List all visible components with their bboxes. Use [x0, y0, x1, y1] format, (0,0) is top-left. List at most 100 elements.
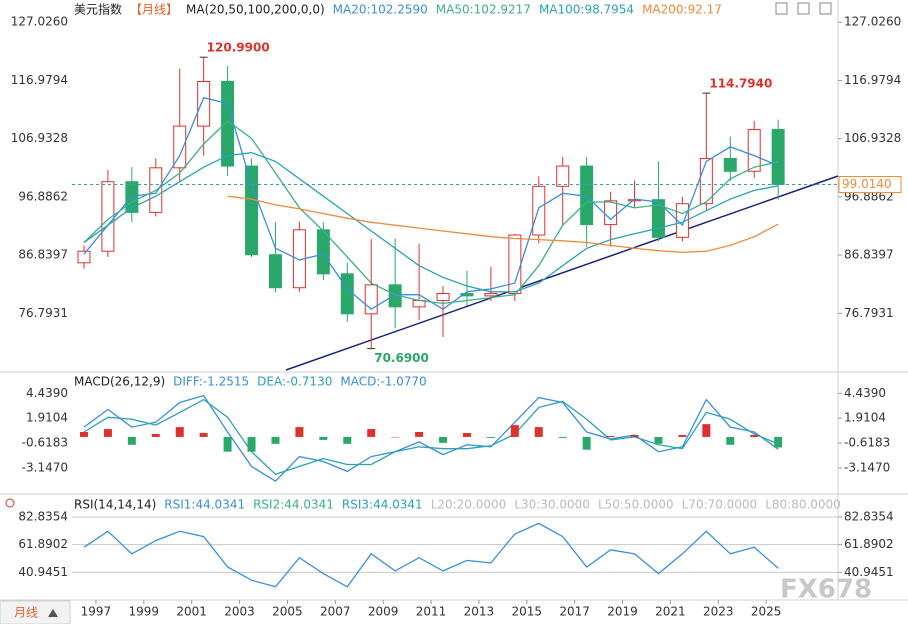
current-price-label: 99.0140 — [842, 177, 892, 191]
legend-item: L70:70.0000 — [682, 498, 758, 512]
watermark: FX678 — [780, 575, 872, 605]
candle-body — [173, 125, 187, 169]
annotation-label: 120.9900 — [207, 41, 270, 55]
histogram-bar — [750, 434, 759, 437]
histogram-bar — [391, 436, 400, 438]
candle-body — [316, 229, 330, 275]
candle-body — [556, 165, 570, 187]
histogram-bar — [486, 436, 495, 438]
candle-body — [340, 273, 354, 315]
y-tick-label: -0.6183 — [22, 436, 68, 450]
legend-item: DEA:-0.7130 — [257, 375, 332, 389]
toolbar-button[interactable] — [819, 2, 832, 15]
histogram-bar — [367, 429, 376, 437]
histogram-bar — [151, 433, 160, 437]
x-tick-label: 2007 — [320, 605, 351, 619]
period-button[interactable] — [0, 600, 71, 624]
y-tick-label: 40.9451 — [18, 565, 68, 579]
histogram-bar — [271, 436, 280, 444]
histogram-bar — [606, 435, 615, 437]
candle-body — [101, 181, 115, 252]
histogram-bar — [510, 425, 519, 437]
legend-item: MA20:102.2590 — [333, 3, 428, 17]
candle-body — [268, 254, 282, 289]
histogram-bar — [343, 436, 352, 444]
y-tick-label: 127.0260 — [844, 15, 901, 29]
y-tick-label: -0.6183 — [844, 436, 890, 450]
x-tick-label: 2011 — [416, 605, 447, 619]
current-price-box — [838, 176, 902, 194]
histogram-bar — [654, 436, 663, 444]
y-tick-label: 61.8902 — [844, 537, 894, 551]
histogram-bar — [558, 436, 567, 438]
x-tick-label: 2013 — [464, 605, 495, 619]
histogram-bar — [702, 424, 711, 437]
candle-body — [245, 165, 259, 256]
histogram-bar — [534, 427, 543, 437]
candle-body — [604, 200, 618, 226]
legend-item: 【月线】 — [130, 3, 178, 17]
y-tick-label: 76.7931 — [844, 306, 894, 320]
series-line — [83, 522, 779, 588]
series-line — [83, 398, 779, 476]
y-tick-label: 106.9328 — [11, 131, 68, 145]
y-tick-label: 116.9794 — [844, 73, 901, 87]
histogram-bar — [247, 436, 256, 452]
annotation-label: 70.6900 — [374, 351, 429, 365]
candle-body — [436, 293, 450, 301]
y-tick-label: 96.8862 — [18, 189, 68, 203]
legend-item: RSI2:44.0341 — [253, 498, 334, 512]
period-label: 月线 — [14, 606, 38, 620]
y-tick-label: 127.0260 — [11, 15, 68, 29]
series-line — [83, 152, 779, 293]
candle-body — [747, 129, 761, 172]
legend-item: MACD:-1.0770 — [340, 375, 426, 389]
histogram-bar — [319, 436, 328, 440]
y-tick-label: 1.9104 — [26, 411, 68, 425]
legend-item: 美元指数 — [74, 2, 122, 17]
y-tick-label: 82.8354 — [18, 510, 68, 524]
histogram-bar — [175, 427, 184, 437]
y-tick-label: 82.8354 — [844, 510, 894, 524]
x-tick-label: 2003 — [224, 605, 255, 619]
legend-item: MA50:102.9217 — [436, 3, 531, 17]
x-tick-label: 1999 — [129, 605, 160, 619]
histogram-bar — [630, 434, 639, 437]
candle-body — [723, 158, 737, 172]
toolbar-button[interactable] — [797, 2, 810, 15]
y-tick-label: 116.9794 — [11, 73, 68, 87]
x-tick-label: 2009 — [368, 605, 399, 619]
trend-line — [285, 175, 839, 371]
legend-item: L20:20.0000 — [431, 498, 507, 512]
legend-item: RSI(14,14,14) — [74, 498, 156, 512]
y-tick-label: 106.9328 — [844, 131, 901, 145]
histogram-bar — [127, 436, 136, 445]
candle-body — [197, 80, 211, 127]
y-tick-label: 86.8397 — [844, 248, 894, 262]
histogram-bar — [295, 427, 304, 437]
y-tick-label: 86.8397 — [18, 248, 68, 262]
x-tick-label: 2015 — [512, 605, 543, 619]
toolbar-button[interactable] — [775, 2, 788, 15]
candle-body — [699, 158, 713, 205]
histogram-bar — [103, 429, 112, 437]
legend-item: RSI3:44.0341 — [342, 498, 423, 512]
x-tick-label: 2019 — [607, 605, 638, 619]
y-tick-label: 4.4390 — [26, 386, 68, 400]
y-tick-label: 76.7931 — [18, 306, 68, 320]
settings-icon[interactable] — [5, 498, 15, 508]
histogram-bar — [582, 436, 591, 450]
legend-item: MA100:98.7954 — [539, 3, 634, 17]
histogram-bar — [415, 432, 424, 437]
histogram-bar — [678, 434, 687, 437]
legend-item: MA200:92.17 — [642, 3, 722, 17]
histogram-bar — [223, 436, 232, 452]
x-tick-label: 2005 — [272, 605, 303, 619]
x-tick-label: 2021 — [655, 605, 686, 619]
histogram-bar — [79, 432, 88, 437]
y-tick-label: 61.8902 — [18, 537, 68, 551]
histogram-bar — [199, 433, 208, 437]
y-tick-label: -3.1470 — [22, 460, 68, 474]
toolbar — [775, 2, 832, 15]
